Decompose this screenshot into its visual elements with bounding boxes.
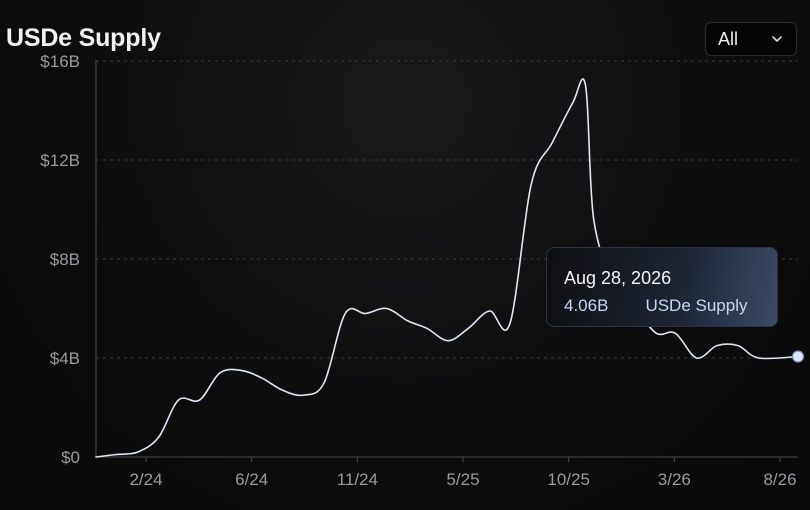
y-axis-ticks: $0 $4B $8B $12B $16B (40, 52, 80, 467)
x-tick-label: 5/25 (446, 470, 479, 489)
x-tick-label: 8/26 (763, 470, 796, 489)
chart-title: USDe Supply (6, 24, 161, 52)
grid-lines (96, 60, 798, 359)
hover-point-marker[interactable] (791, 350, 805, 363)
x-tick-label: 6/24 (235, 470, 268, 489)
y-tick-label: $12B (40, 151, 80, 170)
tooltip-series-name: USDe Supply (645, 296, 748, 315)
tooltip-value: 4.06B (564, 296, 609, 315)
x-tick-label: 3/26 (658, 470, 691, 489)
time-range-select[interactable]: All (705, 22, 797, 56)
hover-tooltip: Aug 28, 2026 4.06B USDe Supply (546, 247, 778, 327)
chevron-down-icon (772, 36, 782, 42)
tooltip-date: Aug 28, 2026 (564, 268, 672, 288)
x-tick-label: 10/25 (547, 470, 590, 489)
y-tick-label: $0 (61, 448, 80, 467)
x-tick-label: 11/24 (337, 470, 378, 489)
x-axis-ticks: 2/24 6/24 11/24 5/25 10/25 3/26 8/26 (129, 457, 797, 489)
x-tick-label: 2/24 (129, 470, 162, 489)
y-tick-label: $8B (50, 250, 80, 269)
series-line-usde-supply (95, 78, 799, 458)
time-range-value: All (718, 28, 739, 49)
axes (95, 60, 798, 458)
y-tick-label: $4B (50, 349, 80, 368)
y-tick-label: $16B (40, 52, 80, 71)
